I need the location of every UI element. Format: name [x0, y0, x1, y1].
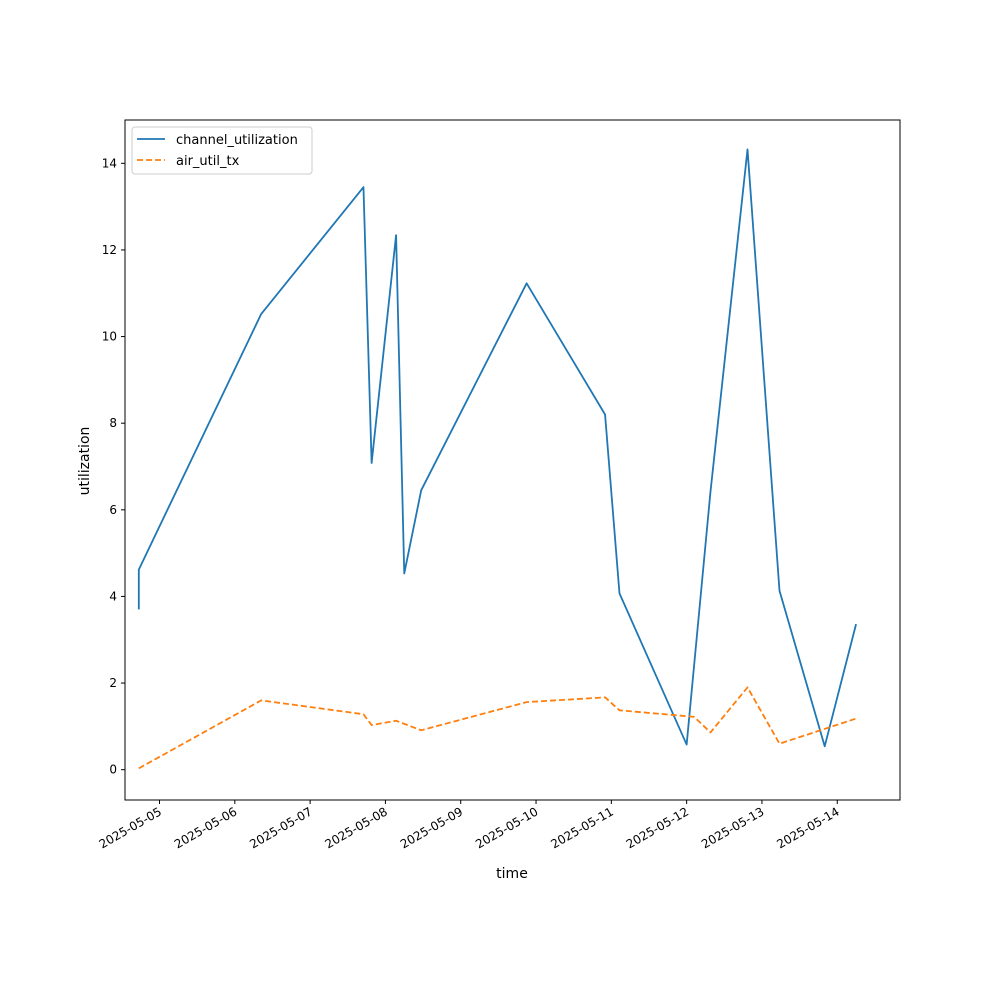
- y-tick-label: 2: [109, 676, 117, 690]
- y-tick-label: 4: [109, 589, 117, 603]
- axes-frame: [124, 119, 901, 801]
- x-axis-label: time: [496, 866, 528, 882]
- series-layer: [137, 148, 857, 770]
- y-tick-label: 6: [109, 503, 117, 517]
- legend-label: channel_utilization: [176, 133, 298, 148]
- y-tick-label: 12: [102, 243, 117, 257]
- y-axis: 0 2 4 6 8 10 12 14: [102, 156, 125, 777]
- legend: channel_utilization air_util_tx: [131, 126, 313, 175]
- y-tick-label: 0: [109, 763, 117, 777]
- y-tick-label: 14: [102, 156, 117, 170]
- legend-label: air_util_tx: [176, 154, 240, 169]
- series-line-air-util-tx: [138, 686, 857, 770]
- y-axis-label: utilization: [77, 427, 93, 496]
- y-tick-label: 8: [109, 416, 117, 430]
- y-tick-label: 10: [102, 330, 117, 344]
- series-line-channel-utilization: [137, 148, 857, 748]
- legend-box: [131, 126, 313, 175]
